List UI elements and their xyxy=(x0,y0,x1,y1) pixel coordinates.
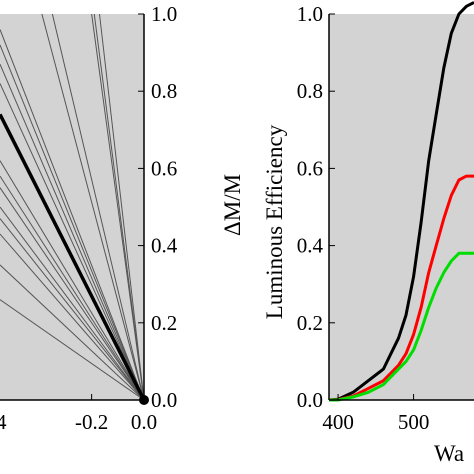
right-y-tick-label: 1.0 xyxy=(297,2,323,26)
right-y-tick-label: 0.4 xyxy=(297,234,324,258)
series-line-1 xyxy=(328,174,474,402)
thin-line-7 xyxy=(0,63,145,401)
thin-line-1 xyxy=(51,13,145,401)
left-y-tick-label: 0.6 xyxy=(151,156,177,180)
origin-point xyxy=(139,395,149,405)
right-chart: 0.0 0.2 0.4 0.6 0.8 1.0 400 500 Luminous Effic… xyxy=(262,1,474,466)
thin-line-16 xyxy=(0,299,145,401)
left-x-tick-label: -0.2 xyxy=(75,410,108,434)
left-plot-area xyxy=(0,14,144,400)
right-y-tick-label: 0.2 xyxy=(297,311,323,335)
thin-line-8 xyxy=(0,83,145,401)
right-plot-area xyxy=(329,14,474,400)
left-y-axis-label: ΔM/M xyxy=(220,174,245,236)
left-y-tick-label: 0.4 xyxy=(151,234,178,258)
series-line-0 xyxy=(328,1,474,402)
right-x-ticks: 400 500 xyxy=(322,394,429,434)
right-x-tick-label: 400 xyxy=(322,410,354,434)
thin-line-6 xyxy=(0,44,145,401)
left-y-tick-label: 1.0 xyxy=(151,2,177,26)
thin-line-12 xyxy=(0,206,145,401)
thin-line-3 xyxy=(93,13,145,401)
thick-line xyxy=(0,113,146,401)
left-chart: 0.0 0.2 0.4 0.6 0.8 1.0 -0.2 0.0 ΔM/M 4 xyxy=(0,2,245,434)
thin-line-0 xyxy=(41,13,145,401)
right-y-tick-label: 0.6 xyxy=(297,156,323,180)
thin-line-13 xyxy=(0,218,145,401)
right-y-ticks: 0.0 0.2 0.4 0.6 0.8 1.0 xyxy=(297,2,335,412)
left-y-tick-label: 0.8 xyxy=(151,79,177,103)
left-x-tick-partial: 4 xyxy=(0,410,7,434)
thin-line-15 xyxy=(0,264,145,401)
series-line-2 xyxy=(329,251,474,402)
left-y-tick-label: 0.0 xyxy=(151,388,177,412)
right-y-tick-label: 0.0 xyxy=(297,388,323,412)
thin-line-10 xyxy=(0,175,145,401)
right-series-group xyxy=(328,1,474,402)
thin-line-4 xyxy=(98,13,145,401)
thin-line-11 xyxy=(0,187,145,401)
left-y-tick-label: 0.2 xyxy=(151,311,177,335)
thin-line-14 xyxy=(0,233,145,401)
right-x-tick-label: 500 xyxy=(398,410,430,434)
left-x-tick-label: 0.0 xyxy=(131,410,157,434)
thin-line-9 xyxy=(0,160,145,401)
right-x-axis-label: Wa xyxy=(434,441,464,466)
left-x-ticks: -0.2 0.0 xyxy=(75,394,157,434)
right-y-tick-label: 0.8 xyxy=(297,79,323,103)
left-series-group xyxy=(0,13,146,401)
thin-line-5 xyxy=(0,29,145,401)
right-y-axis-label: Luminous Efficiency xyxy=(262,124,287,319)
left-y-ticks: 0.0 0.2 0.4 0.6 0.8 1.0 xyxy=(138,2,178,412)
